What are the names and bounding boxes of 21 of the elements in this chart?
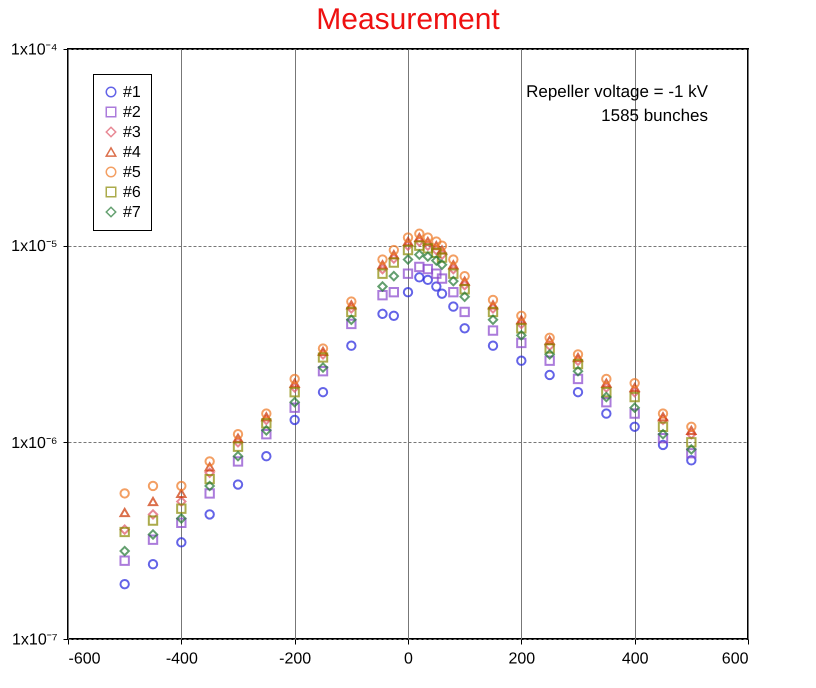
y-tick-label: 1x10⁻⁴ — [10, 42, 58, 58]
legend-label: #2 — [123, 104, 141, 121]
legend-label: #3 — [123, 124, 141, 141]
legend-label: #5 — [123, 164, 141, 181]
y-tick-label: 1x10⁻⁵ — [11, 238, 58, 256]
chart-title: Measurement — [316, 3, 500, 36]
x-tick-label: -400 — [166, 650, 198, 668]
x-tick-label: 0 — [404, 650, 414, 668]
legend-label: #6 — [123, 184, 141, 201]
legend-label: #4 — [123, 144, 141, 161]
legend-label: #7 — [123, 204, 141, 221]
annotation: Repeller voltage = -1 kV — [526, 82, 709, 101]
x-tick-label: -200 — [279, 650, 312, 668]
y-tick-label: 1x10⁻⁶ — [11, 434, 58, 452]
y-tick-label: 1x10⁻⁷ — [12, 632, 58, 648]
annotation: 1585 bunches — [601, 106, 708, 125]
x-tick-label: -600 — [68, 650, 101, 668]
legend-label: #1 — [123, 84, 141, 101]
x-tick-label: 200 — [508, 650, 536, 668]
x-tick-label: 600 — [722, 650, 749, 668]
x-tick-label: 400 — [622, 650, 649, 668]
